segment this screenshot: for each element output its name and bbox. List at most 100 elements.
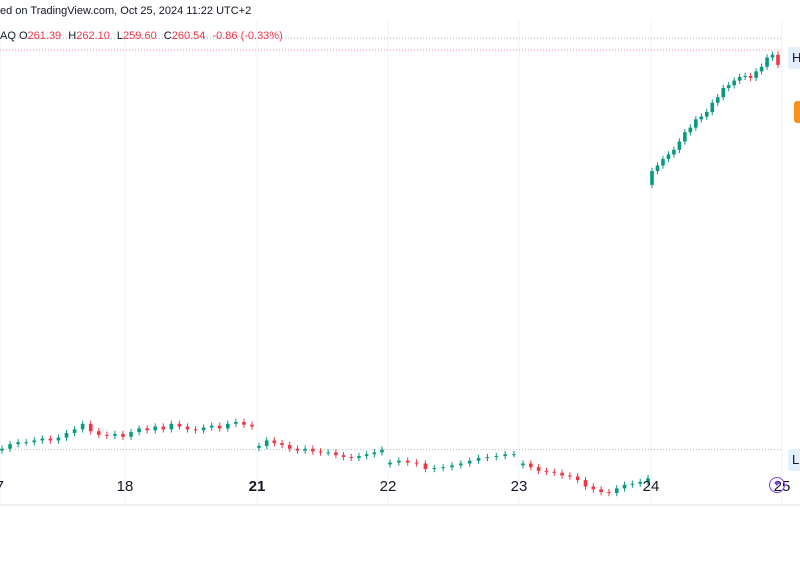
- low-value: 259.60: [123, 30, 157, 42]
- candle-body: [242, 421, 246, 425]
- published-caption: ed on TradingView.com, Oct 25, 2024 11:2…: [0, 5, 251, 17]
- ohlc-legend: AQ O261.39 H262.10 L259.60 C260.54 -0.86…: [0, 30, 287, 42]
- candle-body: [234, 421, 238, 424]
- candle-body: [721, 87, 726, 98]
- candle-body: [655, 165, 660, 172]
- candle-body: [105, 434, 109, 436]
- candle-body: [311, 448, 315, 452]
- candle-body: [72, 429, 77, 434]
- candle-body: [715, 97, 720, 103]
- candle-body: [16, 442, 20, 445]
- candle-body: [177, 423, 182, 427]
- candle-body: [494, 456, 499, 458]
- x-tick-label: 24: [643, 478, 660, 495]
- published-text: ed on TradingView.com, Oct 25, 2024 11:2…: [0, 5, 252, 17]
- candle-body: [372, 452, 377, 455]
- candle-body: [666, 154, 671, 160]
- candle-body: [0, 448, 4, 451]
- candle-body: [193, 429, 198, 431]
- candle-body: [121, 433, 125, 437]
- compass-icon[interactable]: ✦: [769, 477, 785, 493]
- candle-body: [32, 440, 37, 443]
- candle-body: [364, 454, 369, 457]
- close-value: 260.54: [171, 30, 206, 42]
- high-price-marker: H: [788, 47, 800, 69]
- candle-body: [113, 433, 117, 436]
- low-marker-label: L: [792, 452, 800, 467]
- candle-body: [40, 438, 45, 441]
- candle-body: [770, 54, 775, 58]
- candle-body: [357, 456, 361, 458]
- candle-body: [688, 127, 693, 133]
- candle-body: [341, 455, 346, 458]
- open-value: 261.39: [27, 30, 62, 42]
- last-price-marker: [794, 101, 800, 123]
- candle-body: [161, 426, 166, 430]
- candle-body: [704, 111, 709, 117]
- candle-body: [512, 454, 516, 456]
- high-marker-label: H: [792, 50, 800, 65]
- candle-body: [287, 445, 292, 449]
- candle-body: [699, 116, 704, 120]
- candle-body: [8, 444, 12, 449]
- candle-body: [185, 426, 190, 430]
- ticker-fragment: AQ: [0, 30, 16, 42]
- candle-body: [145, 428, 149, 431]
- candle-body: [459, 463, 463, 466]
- change-value: -0.86 (-0.33%): [212, 30, 283, 42]
- candle-body: [759, 66, 764, 72]
- candle-body: [622, 484, 627, 489]
- x-tick-label: 21: [249, 478, 266, 495]
- high-value: 262.10: [76, 30, 110, 42]
- candle-body: [432, 468, 437, 470]
- candle-body: [264, 440, 269, 446]
- open-label: O: [18, 30, 28, 42]
- candle-body: [303, 448, 307, 451]
- candle-body: [441, 467, 445, 469]
- candle-body: [568, 475, 572, 477]
- candle-body: [397, 460, 401, 463]
- high-label: H: [68, 30, 77, 42]
- candle-body: [467, 460, 472, 464]
- candle-body: [683, 132, 687, 142]
- low-price-marker: L: [788, 449, 800, 471]
- candle-body: [529, 463, 533, 468]
- candle-body: [334, 452, 338, 456]
- candle-body: [326, 452, 330, 454]
- candle-body: [544, 470, 549, 472]
- candle-body: [732, 80, 736, 86]
- candle-body: [217, 425, 222, 429]
- candle-body: [280, 443, 284, 446]
- candle-body: [80, 423, 85, 430]
- candle-body: [677, 141, 682, 150]
- candle-body: [765, 57, 769, 67]
- candle-body: [737, 76, 742, 81]
- candle-body: [599, 489, 603, 493]
- candle-body: [614, 488, 619, 494]
- candle-body: [646, 478, 650, 482]
- candle-body: [607, 492, 611, 494]
- candle-body: [710, 102, 715, 112]
- candle-body: [380, 449, 384, 453]
- candle-body: [423, 463, 428, 470]
- candle-body: [754, 71, 758, 78]
- candle-body: [405, 460, 410, 463]
- candle-body: [56, 437, 61, 441]
- candle-body: [388, 462, 392, 465]
- candle-body: [450, 465, 454, 468]
- candle-body: [137, 428, 141, 433]
- candle-body: [485, 457, 490, 459]
- candle-body: [96, 431, 101, 435]
- candle-body: [748, 75, 753, 78]
- candle-body: [536, 467, 541, 471]
- candle-body: [726, 85, 731, 88]
- low-label: L: [116, 30, 124, 42]
- candle-body: [560, 472, 564, 476]
- candle-body: [295, 448, 300, 451]
- candle-body: [743, 75, 747, 77]
- candle-body: [250, 424, 254, 427]
- x-tick-label: 22: [380, 478, 397, 495]
- x-tick-label: 23: [511, 478, 528, 495]
- candle-body: [650, 171, 654, 185]
- candle-body: [257, 445, 261, 448]
